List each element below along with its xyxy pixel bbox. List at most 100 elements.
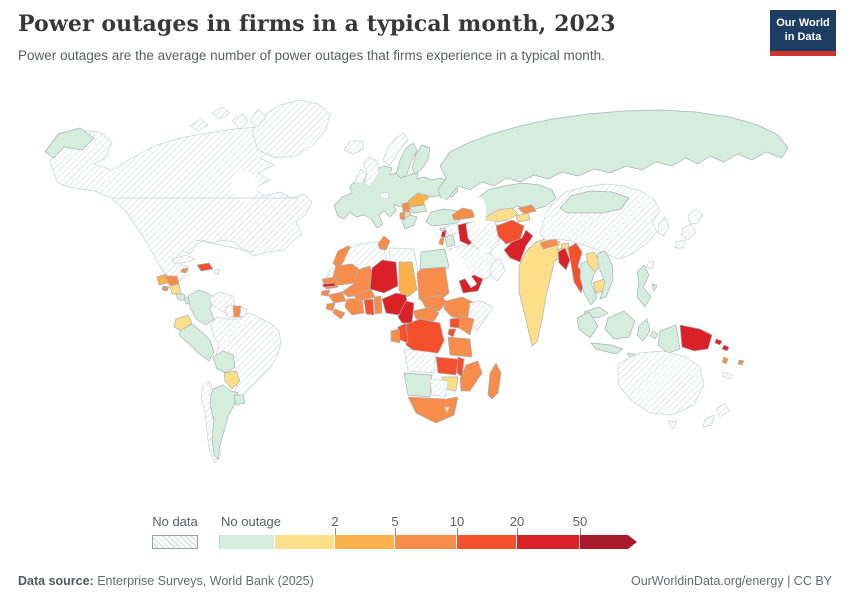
country-colombia[interactable] bbox=[187, 289, 215, 326]
country-canada-usa-mexico[interactable] bbox=[49, 126, 313, 282]
country-suriname[interactable] bbox=[232, 305, 242, 318]
country-new-zealand-south[interactable] bbox=[702, 414, 715, 428]
country-puerto-rico[interactable] bbox=[213, 268, 221, 275]
country-lebanon[interactable] bbox=[440, 229, 447, 238]
country-burkina-faso[interactable] bbox=[352, 288, 376, 302]
arctic-island-1[interactable] bbox=[249, 108, 267, 128]
owid-url-link[interactable]: OurWorldinData.org/energy bbox=[630, 574, 784, 588]
legend-swatch-50-plus[interactable] bbox=[580, 535, 637, 549]
arctic-island-2[interactable] bbox=[231, 112, 249, 130]
country-greece[interactable] bbox=[401, 214, 418, 230]
country-australia-tasmania[interactable] bbox=[667, 420, 678, 430]
country-gambia[interactable] bbox=[322, 282, 336, 288]
country-solomon-islands-2[interactable] bbox=[721, 344, 730, 352]
country-korea[interactable] bbox=[657, 216, 670, 237]
arctic-island-4[interactable] bbox=[211, 106, 231, 120]
country-indonesia-borneo[interactable] bbox=[604, 310, 636, 340]
country-taiwan[interactable] bbox=[646, 260, 655, 270]
country-togo-benin[interactable] bbox=[373, 295, 383, 315]
country-liberia[interactable] bbox=[332, 308, 346, 320]
country-jamaica[interactable] bbox=[180, 267, 189, 274]
region-caucasus[interactable] bbox=[451, 207, 476, 221]
country-australia[interactable] bbox=[617, 350, 705, 416]
country-russia-chukotka[interactable] bbox=[44, 127, 95, 159]
country-uganda[interactable] bbox=[449, 317, 461, 329]
country-brazil[interactable] bbox=[210, 312, 282, 398]
country-indonesia-west-papua[interactable] bbox=[657, 324, 681, 354]
country-japan-2[interactable] bbox=[680, 223, 697, 241]
country-indonesia-sumatra[interactable] bbox=[576, 311, 599, 339]
legend-swatch-10-20[interactable] bbox=[457, 535, 517, 549]
country-niger[interactable] bbox=[369, 259, 399, 294]
country-fiji[interactable] bbox=[737, 359, 745, 366]
country-serbia[interactable] bbox=[401, 201, 411, 213]
country-dominican-republic[interactable] bbox=[196, 262, 214, 272]
country-somalia[interactable] bbox=[467, 300, 494, 332]
country-kyrgyzstan[interactable] bbox=[517, 204, 537, 215]
country-bolivia[interactable] bbox=[212, 350, 236, 374]
country-united-kingdom[interactable] bbox=[362, 156, 380, 188]
legend-swatch-2-5[interactable] bbox=[335, 535, 395, 549]
country-tajikistan[interactable] bbox=[515, 212, 531, 223]
country-guinea[interactable] bbox=[327, 291, 347, 304]
country-indonesia-sulawesi[interactable] bbox=[636, 318, 651, 342]
country-sweden[interactable] bbox=[395, 142, 418, 179]
country-laos[interactable] bbox=[585, 251, 602, 273]
country-peru[interactable] bbox=[178, 323, 215, 362]
country-papua-new-guinea[interactable] bbox=[679, 324, 713, 352]
country-russia[interactable] bbox=[437, 109, 789, 204]
country-iceland[interactable] bbox=[343, 140, 365, 155]
country-gabon[interactable] bbox=[390, 328, 401, 344]
country-oman[interactable] bbox=[489, 257, 506, 282]
country-ireland[interactable] bbox=[354, 168, 368, 185]
country-philippines[interactable] bbox=[636, 264, 652, 308]
country-albania[interactable] bbox=[399, 211, 406, 221]
country-new-zealand-north[interactable] bbox=[715, 402, 730, 418]
country-jordan[interactable] bbox=[444, 234, 456, 248]
country-ghana[interactable] bbox=[363, 298, 375, 316]
country-mongolia[interactable] bbox=[559, 190, 630, 214]
country-vietnam[interactable] bbox=[596, 250, 614, 300]
legend-swatch-0-2[interactable] bbox=[275, 535, 335, 549]
country-zambia[interactable] bbox=[435, 356, 459, 376]
country-japan-3[interactable] bbox=[674, 239, 686, 249]
country-paraguay[interactable] bbox=[223, 370, 241, 390]
country-bangladesh[interactable] bbox=[557, 247, 571, 271]
country-madagascar[interactable] bbox=[487, 362, 502, 400]
country-uruguay[interactable] bbox=[233, 394, 246, 406]
country-switzerland[interactable] bbox=[379, 191, 390, 200]
country-finland[interactable] bbox=[411, 144, 431, 175]
owid-logo[interactable]: Our World in Data bbox=[770, 10, 836, 56]
country-tanzania[interactable] bbox=[447, 336, 473, 358]
country-indonesia-moluccas[interactable] bbox=[649, 330, 659, 340]
country-greenland[interactable] bbox=[251, 99, 331, 159]
country-namibia[interactable] bbox=[403, 372, 433, 398]
country-cuba[interactable] bbox=[171, 254, 196, 264]
country-bulgaria[interactable] bbox=[409, 204, 428, 214]
country-kenya[interactable] bbox=[458, 315, 475, 336]
country-angola[interactable] bbox=[403, 348, 437, 374]
country-central-african-republic[interactable] bbox=[412, 306, 440, 322]
country-japan-1[interactable] bbox=[687, 208, 704, 225]
country-drc[interactable] bbox=[403, 318, 445, 356]
legend-swatch-no-outage[interactable] bbox=[219, 535, 275, 549]
country-vanuatu[interactable] bbox=[721, 356, 729, 365]
country-philippines-island[interactable] bbox=[651, 283, 658, 292]
legend-no-data-swatch[interactable] bbox=[152, 535, 198, 549]
country-rwanda-burundi[interactable] bbox=[447, 328, 457, 338]
country-south-africa[interactable] bbox=[407, 396, 459, 424]
arctic-island-3[interactable] bbox=[189, 118, 209, 132]
country-syria[interactable] bbox=[444, 222, 460, 236]
country-palestine[interactable] bbox=[438, 236, 445, 246]
legend-swatch-5-10[interactable] bbox=[395, 535, 457, 549]
country-pakistan[interactable] bbox=[503, 229, 534, 263]
country-lesotho[interactable] bbox=[443, 406, 451, 414]
country-el-salvador[interactable] bbox=[161, 285, 170, 292]
country-cameroon[interactable] bbox=[397, 300, 415, 324]
country-mozambique[interactable] bbox=[459, 360, 483, 392]
country-indonesia-java[interactable] bbox=[590, 342, 624, 355]
country-south-sudan[interactable] bbox=[420, 294, 448, 312]
country-argentina[interactable] bbox=[209, 384, 239, 460]
country-nicaragua[interactable] bbox=[169, 283, 182, 295]
country-tunisia[interactable] bbox=[377, 235, 391, 251]
